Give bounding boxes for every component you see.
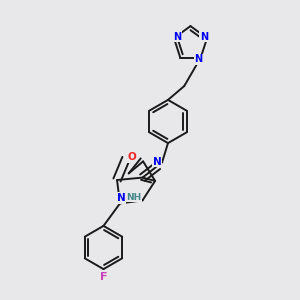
Text: N: N [153, 157, 162, 167]
Text: N: N [200, 32, 208, 42]
Text: N: N [173, 32, 181, 42]
Text: N: N [117, 193, 126, 203]
Text: F: F [100, 272, 107, 283]
Text: N: N [194, 54, 202, 64]
Text: NH: NH [127, 193, 142, 202]
Text: O: O [127, 152, 136, 163]
